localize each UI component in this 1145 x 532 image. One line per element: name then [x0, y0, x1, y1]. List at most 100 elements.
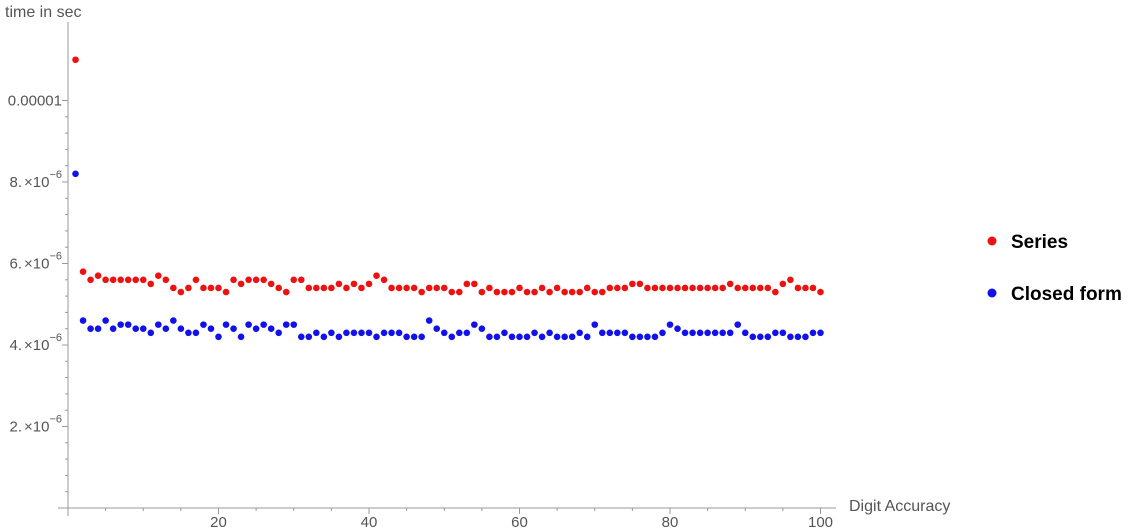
data-point-series — [501, 288, 508, 296]
data-point-series — [245, 276, 252, 284]
data-point-closed-form — [222, 321, 230, 328]
data-point-series — [463, 280, 471, 288]
y-tick-label: 6. ×10−6 — [9, 251, 62, 273]
data-point-series — [177, 288, 185, 296]
data-point-series — [764, 284, 772, 292]
data-point-series — [267, 280, 275, 288]
data-point-closed-form — [215, 333, 222, 341]
data-point-series — [741, 284, 749, 292]
x-tick-label: 60 — [511, 514, 528, 531]
data-point-series — [734, 284, 742, 292]
data-points — [72, 56, 824, 341]
data-point-closed-form — [313, 329, 320, 337]
data-point-closed-form — [486, 333, 493, 341]
data-point-series — [802, 284, 809, 292]
data-point-closed-form — [651, 333, 659, 341]
data-point-series — [794, 284, 802, 292]
data-point-series — [433, 284, 441, 292]
data-point-closed-form — [290, 321, 298, 328]
data-point-closed-form — [531, 329, 538, 337]
data-point-closed-form — [162, 325, 170, 333]
data-point-series — [230, 276, 237, 284]
data-point-closed-form — [493, 333, 501, 341]
data-point-series — [222, 288, 230, 296]
data-point-closed-form — [440, 329, 448, 337]
data-point-closed-form — [711, 329, 719, 337]
data-point-series — [576, 288, 583, 296]
data-point-series — [185, 284, 192, 292]
data-point-series — [478, 288, 486, 296]
data-point-closed-form — [365, 329, 373, 337]
data-point-closed-form — [207, 325, 215, 333]
data-point-series — [139, 276, 147, 284]
y-tick-group: 2. ×10−6 4. ×10−6 6. ×10−6 8. ×10−6 0.00001 — [8, 93, 68, 493]
data-point-closed-form — [448, 333, 456, 341]
data-point-series — [328, 284, 335, 292]
data-point-closed-form — [185, 329, 192, 337]
data-point-closed-form — [809, 329, 817, 337]
data-point-closed-form — [704, 329, 711, 337]
data-point-series — [215, 284, 222, 292]
data-point-closed-form — [817, 329, 824, 337]
data-point-series — [395, 284, 403, 292]
data-point-closed-form — [267, 325, 275, 333]
data-point-closed-form — [772, 329, 779, 337]
data-point-closed-form — [373, 333, 380, 341]
data-point-series — [380, 276, 388, 284]
data-point-series — [448, 288, 456, 296]
data-point-series — [546, 288, 553, 296]
data-point-closed-form — [553, 333, 561, 341]
data-point-series — [403, 284, 410, 292]
legend-marker — [987, 288, 997, 298]
data-point-closed-form — [456, 329, 463, 337]
data-point-closed-form — [117, 321, 124, 328]
data-point-series — [147, 280, 155, 288]
data-point-series — [531, 288, 538, 296]
data-point-closed-form — [471, 321, 478, 328]
data-point-closed-form — [260, 321, 267, 328]
data-point-closed-form — [561, 333, 568, 341]
data-point-series — [237, 280, 245, 288]
data-point-series — [72, 56, 79, 64]
data-point-closed-form — [501, 329, 508, 337]
data-point-series — [711, 284, 719, 292]
data-point-closed-form — [170, 317, 177, 324]
data-point-closed-form — [606, 329, 614, 337]
y-tick-label: 8. ×10−6 — [9, 169, 62, 191]
data-point-series — [418, 288, 425, 296]
data-point-series — [290, 276, 298, 284]
data-point-series — [621, 284, 629, 292]
data-point-series — [591, 288, 599, 296]
data-point-series — [493, 288, 501, 296]
data-point-closed-form — [230, 325, 237, 333]
data-point-closed-form — [388, 329, 395, 337]
data-point-closed-form — [410, 333, 418, 341]
data-point-closed-form — [741, 329, 749, 337]
data-point-series — [779, 280, 787, 288]
data-point-closed-form — [591, 321, 599, 328]
data-point-closed-form — [644, 333, 651, 341]
data-point-closed-form — [403, 333, 410, 341]
data-point-closed-form — [275, 329, 283, 337]
data-point-closed-form — [124, 321, 132, 328]
data-point-closed-form — [764, 333, 772, 341]
data-point-closed-form — [568, 333, 576, 341]
data-point-closed-form — [666, 321, 674, 328]
data-point-closed-form — [335, 333, 343, 341]
data-point-series — [704, 284, 711, 292]
data-point-series — [109, 276, 117, 284]
data-point-closed-form — [192, 329, 200, 337]
data-point-series — [644, 284, 651, 292]
data-point-series — [666, 284, 674, 292]
data-point-series — [749, 284, 757, 292]
data-point-closed-form — [478, 325, 486, 333]
data-point-series — [523, 288, 531, 296]
data-point-series — [659, 284, 666, 292]
data-point-series — [651, 284, 659, 292]
x-tick-label: 100 — [808, 514, 833, 531]
data-point-series — [817, 288, 824, 296]
x-tick-label: 40 — [361, 514, 378, 531]
data-point-series — [320, 284, 328, 292]
data-point-closed-form — [463, 329, 471, 337]
